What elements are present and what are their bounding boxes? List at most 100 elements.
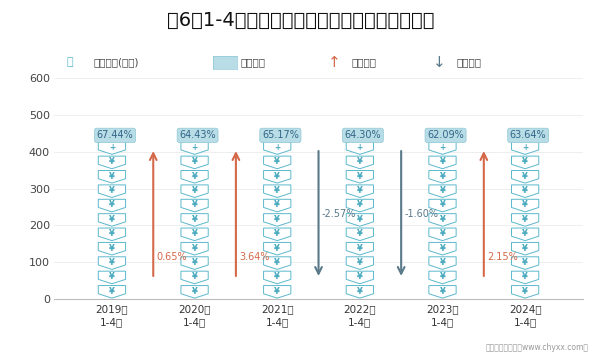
PathPatch shape bbox=[511, 171, 538, 183]
PathPatch shape bbox=[99, 271, 126, 284]
Text: ¥: ¥ bbox=[522, 200, 528, 209]
Text: ¥: ¥ bbox=[274, 157, 280, 166]
Text: ¥: ¥ bbox=[522, 229, 528, 238]
PathPatch shape bbox=[346, 171, 373, 183]
Text: ¥: ¥ bbox=[439, 186, 445, 195]
PathPatch shape bbox=[511, 257, 538, 269]
Text: ¥: ¥ bbox=[274, 258, 280, 267]
Text: ¥: ¥ bbox=[109, 172, 115, 180]
Text: 累计保费(亿元): 累计保费(亿元) bbox=[93, 57, 139, 67]
PathPatch shape bbox=[99, 156, 126, 169]
PathPatch shape bbox=[429, 242, 456, 255]
Text: ¥: ¥ bbox=[439, 215, 445, 224]
Text: ¥: ¥ bbox=[109, 258, 115, 267]
PathPatch shape bbox=[511, 142, 538, 155]
Text: ¥: ¥ bbox=[192, 200, 198, 209]
Text: ¥: ¥ bbox=[274, 172, 280, 180]
Text: ¥: ¥ bbox=[192, 272, 198, 281]
PathPatch shape bbox=[181, 214, 208, 226]
PathPatch shape bbox=[264, 257, 291, 269]
PathPatch shape bbox=[264, 142, 291, 155]
PathPatch shape bbox=[346, 199, 373, 212]
PathPatch shape bbox=[181, 286, 208, 298]
Text: ¥: ¥ bbox=[109, 244, 115, 252]
Text: ¥: ¥ bbox=[357, 244, 363, 252]
PathPatch shape bbox=[181, 199, 208, 212]
Text: 64.30%: 64.30% bbox=[344, 130, 381, 140]
Text: ¥: ¥ bbox=[439, 200, 445, 209]
Text: ¥: ¥ bbox=[109, 157, 115, 166]
PathPatch shape bbox=[429, 228, 456, 241]
PathPatch shape bbox=[511, 228, 538, 241]
Text: +: + bbox=[357, 143, 363, 152]
Text: ¥: ¥ bbox=[192, 258, 198, 267]
Text: 2.15%: 2.15% bbox=[487, 252, 518, 262]
PathPatch shape bbox=[346, 242, 373, 255]
PathPatch shape bbox=[429, 271, 456, 284]
Text: ¥: ¥ bbox=[357, 258, 363, 267]
PathPatch shape bbox=[429, 171, 456, 183]
PathPatch shape bbox=[99, 257, 126, 269]
Text: ¥: ¥ bbox=[192, 157, 198, 166]
Text: ¥: ¥ bbox=[357, 287, 363, 295]
PathPatch shape bbox=[346, 257, 373, 269]
PathPatch shape bbox=[429, 199, 456, 212]
Text: 寿险占比: 寿险占比 bbox=[240, 57, 266, 67]
Text: ¥: ¥ bbox=[274, 244, 280, 252]
Text: ¥: ¥ bbox=[192, 229, 198, 238]
PathPatch shape bbox=[99, 214, 126, 226]
PathPatch shape bbox=[99, 185, 126, 198]
PathPatch shape bbox=[346, 142, 373, 155]
Text: ¥: ¥ bbox=[439, 258, 445, 267]
Text: ¥: ¥ bbox=[439, 287, 445, 295]
Text: ¥: ¥ bbox=[109, 186, 115, 195]
PathPatch shape bbox=[429, 156, 456, 169]
Text: +: + bbox=[274, 143, 280, 152]
PathPatch shape bbox=[511, 199, 538, 212]
Text: ¥: ¥ bbox=[109, 229, 115, 238]
Text: ↑: ↑ bbox=[328, 55, 340, 70]
PathPatch shape bbox=[264, 199, 291, 212]
PathPatch shape bbox=[429, 257, 456, 269]
PathPatch shape bbox=[429, 185, 456, 198]
Text: ¥: ¥ bbox=[109, 272, 115, 281]
Text: ¥: ¥ bbox=[274, 186, 280, 195]
PathPatch shape bbox=[181, 257, 208, 269]
Text: ¥: ¥ bbox=[192, 244, 198, 252]
Text: ¥: ¥ bbox=[522, 215, 528, 224]
PathPatch shape bbox=[181, 242, 208, 255]
PathPatch shape bbox=[511, 185, 538, 198]
Text: +: + bbox=[192, 143, 198, 152]
PathPatch shape bbox=[511, 242, 538, 255]
PathPatch shape bbox=[264, 185, 291, 198]
PathPatch shape bbox=[346, 214, 373, 226]
PathPatch shape bbox=[429, 214, 456, 226]
Text: -2.57%: -2.57% bbox=[322, 209, 356, 219]
Text: 同比减少: 同比减少 bbox=[457, 57, 482, 67]
PathPatch shape bbox=[181, 185, 208, 198]
Text: ¥: ¥ bbox=[522, 157, 528, 166]
Text: ¥: ¥ bbox=[357, 229, 363, 238]
Text: 〜: 〜 bbox=[66, 57, 73, 67]
PathPatch shape bbox=[181, 156, 208, 169]
Text: ¥: ¥ bbox=[357, 172, 363, 180]
Text: 同比增加: 同比增加 bbox=[352, 57, 377, 67]
PathPatch shape bbox=[264, 271, 291, 284]
Text: ¥: ¥ bbox=[439, 157, 445, 166]
Text: +: + bbox=[439, 143, 445, 152]
Text: ¥: ¥ bbox=[274, 215, 280, 224]
PathPatch shape bbox=[181, 142, 208, 155]
Text: ¥: ¥ bbox=[522, 287, 528, 295]
Text: ¥: ¥ bbox=[109, 215, 115, 224]
PathPatch shape bbox=[99, 171, 126, 183]
Text: ¥: ¥ bbox=[274, 272, 280, 281]
Text: ¥: ¥ bbox=[192, 186, 198, 195]
Text: ¥: ¥ bbox=[274, 200, 280, 209]
Text: ¥: ¥ bbox=[274, 287, 280, 295]
Text: ¥: ¥ bbox=[439, 272, 445, 281]
Text: 63.64%: 63.64% bbox=[510, 130, 546, 140]
PathPatch shape bbox=[429, 286, 456, 298]
Text: ¥: ¥ bbox=[192, 215, 198, 224]
PathPatch shape bbox=[511, 271, 538, 284]
Text: 62.09%: 62.09% bbox=[427, 130, 464, 140]
